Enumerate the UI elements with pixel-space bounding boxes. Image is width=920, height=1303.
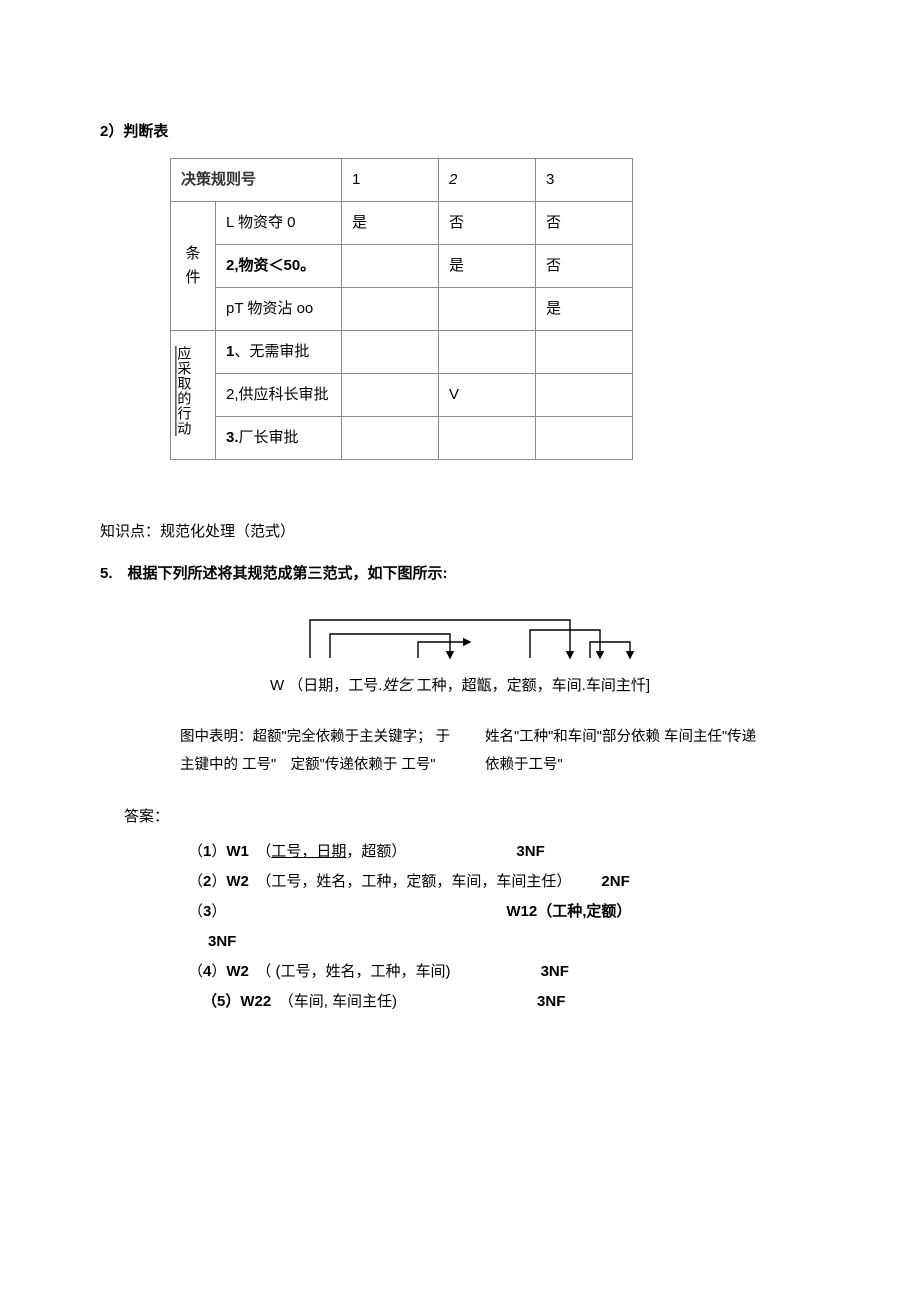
relation-schema: W （日期，工号.姓乞 工种，超甑，定额，车间.车间主忏] [240,674,680,698]
rule-num-3: 3 [536,159,633,202]
q5-text: 5. 根据下列所述将其规范成第三范式，如下图所示: [100,565,448,582]
table-header-row: 决策规则号 1 2 3 [171,159,633,202]
answer-row: （1） W1 （工号，日期，超额） 3NF [188,837,820,867]
action-row: 3.厂长审批 [171,417,633,460]
condition-row: pT 物资沾 oo 是 [171,288,633,331]
diagram-explanation: 图中表明：超额"完全依赖于主关键字； 于主键中的 工号" 定额"传递依赖于 工号… [180,724,760,779]
answer-row: （3） W12（工种,定额） 3NF [188,897,820,957]
answer-w12: W12（工种,定额） [506,897,631,927]
answer-rel: W22 [240,987,271,1017]
action-cell [439,331,536,374]
cond-cell [342,288,439,331]
rule-num-1: 1 [342,159,439,202]
answer-rel: W2 [226,867,249,897]
rel-italic: 姓乞 [382,677,412,694]
rel-suffix: 工种，超甑，定额，车间.车间主忏] [413,677,651,694]
dependency-diagram: W （日期，工号.姓乞 工种，超甑，定额，车间.车间主忏] [240,608,680,698]
action-cell [536,417,633,460]
action-cell [439,417,536,460]
cond-text: 2,物资＜50。 [216,245,342,288]
answer-num: （5） [202,987,240,1017]
action-cell: V [439,374,536,417]
answer-body: （工号，日期，超额） [249,837,407,867]
answer-body: （工号，姓名，工种，定额，车间，车间主任） [249,867,572,897]
condition-row: 2,物资＜50。 是 否 [171,245,633,288]
action-cell [342,374,439,417]
action-cell [342,331,439,374]
answer-nf: 3NF [208,927,820,957]
answer-body: （车间, 车间主任) [271,987,397,1017]
answer-label: 答案： [124,805,820,829]
rule-num-2: 2 [439,159,536,202]
answer-body: （ (工号，姓名，工种，车间) [249,957,451,987]
cond-cell: 是 [342,202,439,245]
cond-cell [342,245,439,288]
action-text: 1、无需审批 [216,331,342,374]
answer-num: （4） [188,957,226,987]
answer-row: （4） W2 （ (工号，姓名，工种，车间) 3NF [188,957,820,987]
explain-right: 姓名"工种"和车间"部分依赖 车间主任"传递依赖于工号" [485,724,760,779]
answer-nf: 3NF [516,837,544,867]
header-rule-label: 决策规则号 [171,159,342,202]
explain-left: 图中表明：超额"完全依赖于主关键字； 于主键中的 工号" 定额"传递依赖于 工号… [180,724,455,779]
section-heading: 2）判断表 [100,120,820,144]
action-cell [536,374,633,417]
answer-nf: 3NF [537,987,565,1017]
rel-prefix: W （日期，工号. [270,677,383,694]
answer-num: （2） [188,867,226,897]
cond-cell: 否 [439,202,536,245]
dependency-arrows [270,608,650,668]
answers-list: （1） W1 （工号，日期，超额） 3NF （2） W2 （工号，姓名，工种，定… [188,837,820,1017]
action-cell [536,331,633,374]
decision-table: 决策规则号 1 2 3 条件 L 物资夺 0 是 否 否 2,物资＜50。 是 … [170,158,633,460]
action-text: 2,供应科长审批 [216,374,342,417]
condition-row: 条件 L 物资夺 0 是 否 否 [171,202,633,245]
cond-cell: 是 [439,245,536,288]
cond-cell: 是 [536,288,633,331]
actions-label: 应采取的行动 [171,331,216,460]
answer-rel: W1 [226,837,249,867]
knowledge-point: 知识点：规范化处理（范式） [100,520,820,544]
section-heading-text: 2）判断表 [100,123,168,140]
action-text: 3.厂长审批 [216,417,342,460]
answer-nf: 2NF [601,867,629,897]
answer-row: （2） W2 （工号，姓名，工种，定额，车间，车间主任） 2NF [188,867,820,897]
action-cell [342,417,439,460]
question-5: 5. 根据下列所述将其规范成第三范式，如下图所示: [100,562,820,586]
action-row: 应采取的行动 1、无需审批 [171,331,633,374]
cond-text: pT 物资沾 oo [216,288,342,331]
answer-row: （5） W22 （车间, 车间主任) 3NF [202,987,820,1017]
action-row: 2,供应科长审批 V [171,374,633,417]
cond-cell: 否 [536,245,633,288]
answer-nf: 3NF [541,957,569,987]
conditions-label: 条件 [171,202,216,331]
answer-rel: W2 [226,957,249,987]
cond-cell: 否 [536,202,633,245]
answer-num: （3） [188,897,226,927]
cond-text: L 物资夺 0 [216,202,342,245]
cond-cell [439,288,536,331]
answer-num: （1） [188,837,226,867]
